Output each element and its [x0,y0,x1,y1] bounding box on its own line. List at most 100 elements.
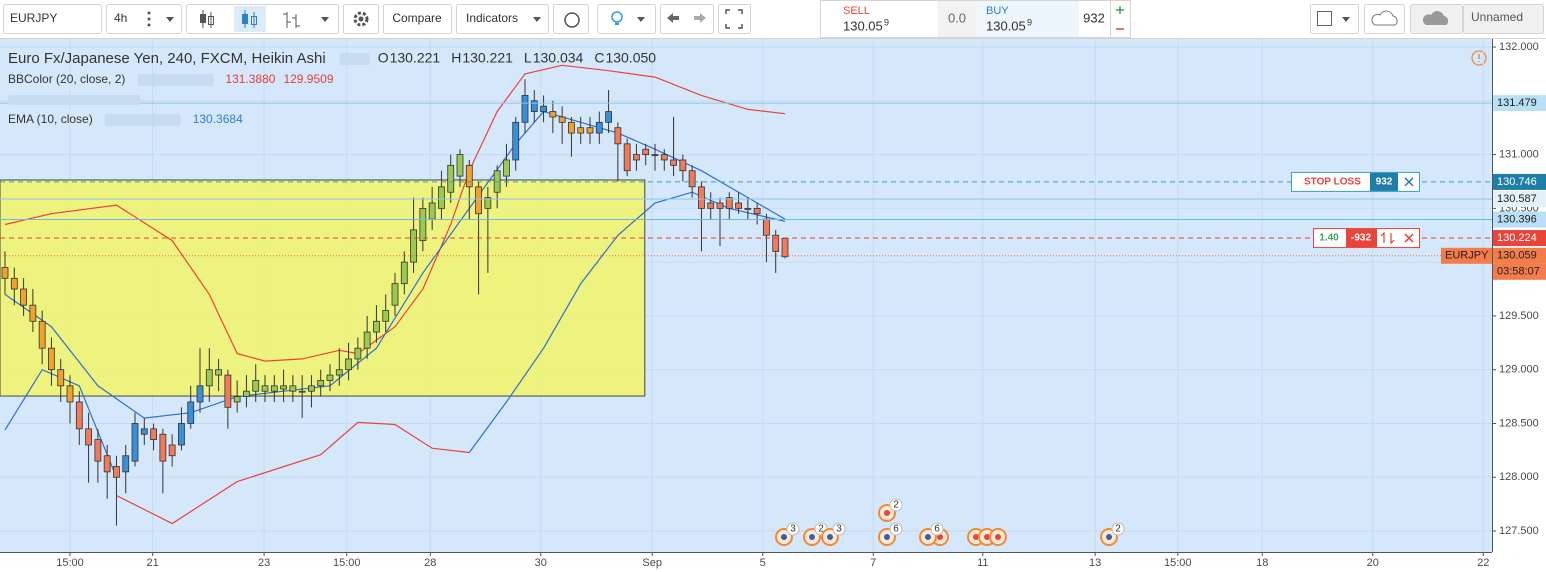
candle-body [187,401,195,424]
indicator-value: 129.9509 [283,72,333,86]
y-tick-label: 132.000 [1499,41,1539,53]
candle-body [725,197,733,209]
layout-button[interactable] [1463,4,1544,34]
alert-button[interactable] [553,4,589,34]
zone [0,179,646,397]
compare-button[interactable] [383,4,452,34]
candle-body [503,159,510,177]
x-tick-label: 7 [870,557,876,569]
event-dot [925,534,931,540]
qty-plus[interactable] [1116,6,1124,14]
price-label: 130.746 [1497,176,1537,188]
alert-icon[interactable] [1471,50,1487,66]
candle-body [521,95,529,123]
sell-button[interactable] [821,1,937,37]
candle-body [744,207,752,210]
candle-body [205,369,213,387]
x-tick-label: 5 [760,557,766,569]
dropdown-caret[interactable] [166,17,174,22]
dropdown-caret[interactable] [321,17,329,22]
candle-body [131,423,139,462]
spread-box [937,1,978,37]
candle-body [85,428,92,446]
candles-active[interactable] [234,6,266,32]
x-tick-label: 15:00 [333,557,361,569]
indicator-name: EMA (10, close) [8,112,93,126]
hidden-indicator [8,95,140,105]
indicator-line [4,64,786,362]
candle-body [660,154,668,161]
symbol-tag: EURJPY [1445,250,1489,262]
candle-body [586,127,594,134]
dropdown-caret[interactable] [1342,17,1350,22]
candle-body [623,143,631,172]
ohlc-key: C [594,50,604,66]
event-dot [884,510,890,516]
candle-body [345,358,352,371]
interval: 4h [114,11,127,25]
order-label: STOP LOSS [1304,177,1361,188]
event-dot [984,534,990,540]
candle-body [373,320,380,333]
candle-body [103,455,111,473]
load-button[interactable] [1364,4,1405,34]
candle-body [308,385,315,392]
price-label: 130.396 [1497,213,1537,225]
candle-body [410,229,417,263]
event-dot [973,534,979,540]
x-tick-label: 21 [147,557,159,569]
fullscreen-button[interactable] [718,4,751,34]
candle-body [289,385,297,392]
price-label-box [1493,247,1546,264]
indicator-icons [137,74,214,86]
legend-icons [339,53,370,65]
y-tick-label: 129.500 [1499,310,1539,322]
buy-pip: 9 [1027,17,1032,27]
indicators-button[interactable] [456,4,549,34]
event-dot [781,534,787,540]
symbol-input[interactable] [3,4,102,34]
price-label-box [1493,211,1546,228]
candle-body [122,455,130,473]
dropdown-caret[interactable] [533,17,541,22]
candle-body [512,121,520,161]
candle-body [335,369,343,376]
redo-icon[interactable] [694,13,706,23]
undo-icon[interactable] [667,13,679,23]
menu-dots[interactable] [147,11,151,27]
event-count: 2 [1115,524,1121,535]
event-count-bubble [786,522,800,536]
candle-body [772,234,780,252]
buy-button[interactable] [978,1,1079,37]
interval-button[interactable] [106,4,182,34]
ideas-button[interactable] [597,4,656,34]
quantity[interactable]: 932 [1083,10,1105,25]
y-tick-label: 128.500 [1499,417,1539,429]
dropdown-caret[interactable] [637,17,645,22]
x-tick-label: 13 [1089,557,1101,569]
sell-pip: 9 [884,17,889,27]
order-close[interactable] [1404,177,1414,187]
ohlc-icon[interactable] [283,12,300,28]
spread: 0.0 [948,10,966,25]
candle-body [577,127,585,134]
position-close[interactable] [1404,233,1414,243]
x-tick-label: 30 [535,557,547,569]
cloud-icon [1371,10,1398,26]
event-count: 3 [836,524,842,535]
candle-body [400,261,408,285]
candle-body [261,385,269,392]
candle-body [270,385,278,392]
bars-icon[interactable] [200,10,214,28]
x-tick-label: 15:00 [1164,557,1192,569]
price-label-box [1493,173,1546,190]
candle-body [688,170,696,188]
x-tick-label: 23 [258,557,270,569]
reverse-icon[interactable] [1380,231,1395,245]
ohlc-key: O [378,50,389,66]
candle-body [178,423,185,446]
candle-body [781,237,789,258]
candle-body [159,433,167,462]
candle-body [679,159,687,172]
candle-body [670,159,677,166]
